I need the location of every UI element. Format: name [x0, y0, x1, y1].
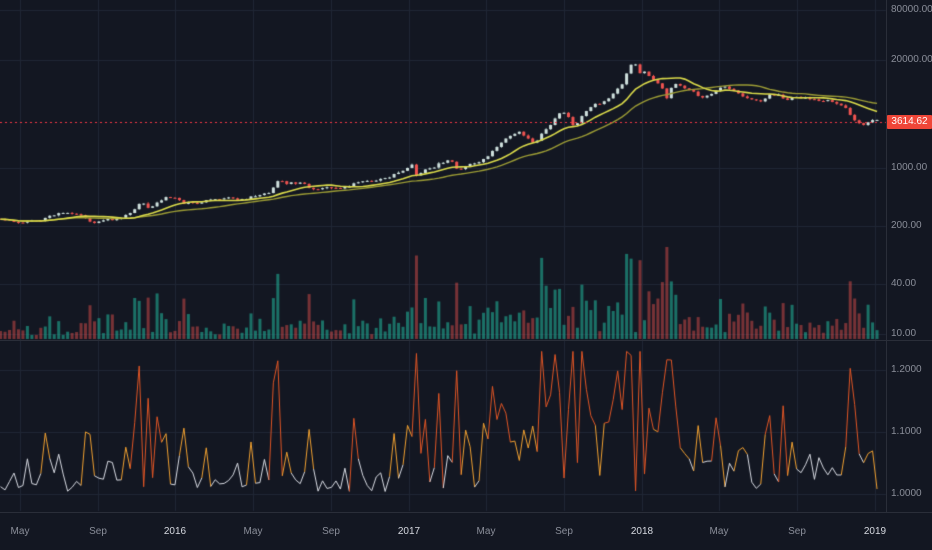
- time-scale[interactable]: May Sep 2016 May Sep 2017 May Sep 2018 May Sep 2019: [0, 512, 932, 550]
- indicator-tick-label: 1.0000: [891, 488, 922, 499]
- price-tick-label: 40.00: [891, 278, 917, 289]
- price-tick-label: 200.00: [891, 220, 922, 231]
- time-tick-label: Sep: [555, 526, 573, 537]
- price-tick-label: 20000.00: [891, 54, 932, 65]
- price-tick-label: 10.00: [891, 328, 917, 339]
- indicator-tick-label: 1.1000: [891, 426, 922, 437]
- time-tick-label: May: [476, 526, 496, 537]
- time-tick-label: May: [10, 526, 30, 537]
- price-tick-label: 1000.00: [891, 162, 928, 173]
- time-tick-label: May: [243, 526, 263, 537]
- time-tick-label: May: [709, 526, 729, 537]
- time-tick-label: Sep: [322, 526, 340, 537]
- time-tick-label: Sep: [788, 526, 806, 537]
- last-price-tag: 3614.62: [887, 115, 932, 129]
- price-scale[interactable]: 80000.00 20000.00 1000.00 200.00 40.00 10.00 1…: [886, 0, 932, 512]
- time-tick-label: Sep: [89, 526, 107, 537]
- time-tick-label: 2016: [163, 526, 187, 537]
- indicator-tick-label: 1.2000: [891, 364, 922, 375]
- time-tick-label: 2018: [630, 526, 654, 537]
- pane-separator[interactable]: [0, 340, 932, 341]
- time-tick-label: 2017: [397, 526, 421, 537]
- time-tick-label: 2019: [863, 526, 887, 537]
- price-tick-label: 80000.00: [891, 4, 932, 15]
